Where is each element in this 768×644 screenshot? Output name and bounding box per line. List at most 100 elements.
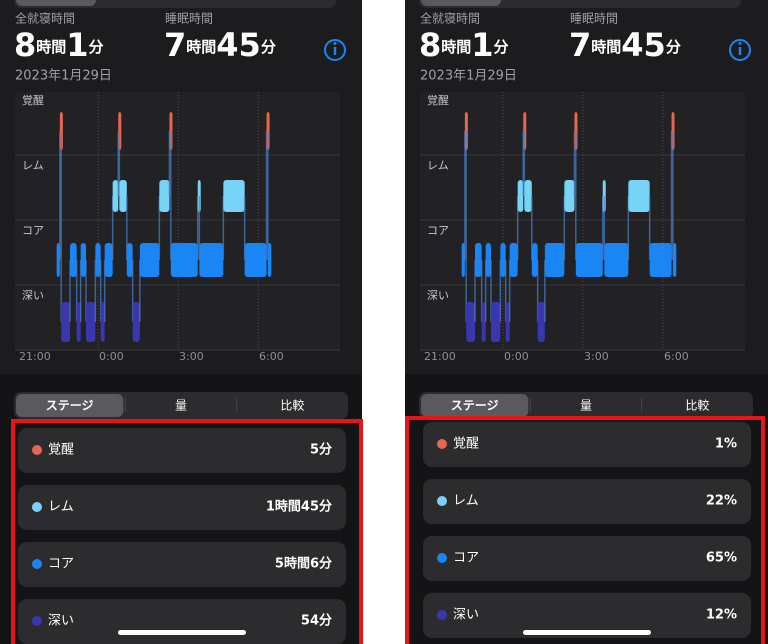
row-label: 覚醒 [453,437,479,452]
sleep-segment [544,243,565,277]
sleep-segment [461,243,465,277]
row-dot [437,496,447,506]
sleep-segment [466,302,475,342]
info-i [333,47,337,55]
x-tick-label: 21:00 [424,350,456,363]
sleep-segment [95,243,101,277]
sleep-segment [70,243,77,277]
duration-part: 7 [164,26,186,64]
row-bg [423,536,751,581]
home-indicator [523,630,651,635]
row-dot [32,502,42,512]
sleep-segment [475,243,482,277]
sleep-segment [159,180,170,212]
sleep-segment [80,243,86,277]
sleep-segment [76,302,81,342]
row-dot [437,439,447,449]
row-label: コア [453,551,479,566]
stage-label: 深い [22,289,44,302]
sleep-segment [86,302,96,342]
duration-part: 45 [216,26,261,64]
sleep-segment [485,243,491,277]
x-tick-label: 0:00 [99,350,124,363]
row-bg [18,599,346,644]
sleep-segment [199,243,224,277]
date: 2023年1月29日 [420,69,517,84]
row-dot [437,610,447,620]
sleep-segment [505,302,510,342]
sleep-segment [104,243,113,277]
duration: 8時間1分 [14,26,104,64]
tab[interactable]: ステージ [451,399,499,413]
sleep-segment [604,243,629,277]
duration: 7時間45分 [569,26,681,64]
info-icon[interactable] [729,39,751,61]
sleep-segment [564,180,575,212]
duration-part: 45 [621,26,666,64]
tab[interactable]: 比較 [685,398,709,413]
duration-part: 分 [666,38,681,56]
tab-selected [16,394,124,417]
info-dot [333,42,337,45]
row-dot [32,559,42,569]
row-value: 5時間6分 [275,556,332,572]
tab[interactable]: ステージ [46,399,94,413]
sleep-segment [575,243,603,277]
home-indicator [118,630,246,635]
row-value: 22% [706,494,737,509]
row-label: コア [48,557,74,572]
stage-label: レム [22,159,44,172]
row-bg [18,485,346,530]
duration: 7時間45分 [164,26,276,64]
row-bg [423,422,751,467]
label: 睡眠時間 [165,12,213,26]
duration-part: 8 [14,26,36,64]
sleep-segment [244,243,267,277]
row-value: 12% [706,608,737,623]
sleep-segment [524,180,532,212]
sleep-segment [132,302,140,342]
sleep-segment [500,243,506,277]
row-value: 65% [706,551,737,566]
duration-part: 7 [569,26,591,64]
sleep-segment [126,243,133,277]
row-value: 1時間45分 [266,499,332,515]
sleep-segment [112,180,119,212]
row-dot [32,616,42,626]
duration-part: 分 [89,38,104,56]
sleep-segment [170,243,198,277]
stage-label: レム [427,159,449,172]
sleep-segment [481,302,486,342]
row-bg [18,542,346,587]
label: 全就寝時間 [420,11,480,26]
sleep-segment [223,180,245,212]
sleep-segment [531,243,538,277]
duration-part: 時間 [36,38,66,56]
label: 全就寝時間 [15,11,75,26]
top-control-selected [16,0,96,6]
x-tick-label: 0:00 [504,350,529,363]
row-label: 覚醒 [48,443,74,458]
sleep-segment [100,302,105,342]
info-dot [738,42,742,45]
tab[interactable]: 量 [580,399,592,413]
info-icon[interactable] [324,39,346,61]
row-value: 54分 [301,613,332,629]
sleep-segment [56,243,60,277]
duration-part: 時間 [441,38,471,56]
x-tick-label: 3:00 [584,350,609,363]
stage-label: 深い [427,289,449,302]
sleep-segment [119,180,127,212]
row-bg [423,593,751,638]
sleep-segment [537,302,545,342]
sleep-segment [649,243,672,277]
sleep-segment [628,180,650,212]
x-tick-label: 6:00 [259,350,284,363]
duration-part: 分 [261,38,276,56]
tab[interactable]: 量 [175,399,187,413]
tab[interactable]: 比較 [280,398,304,413]
row-label: 深い [453,608,479,623]
